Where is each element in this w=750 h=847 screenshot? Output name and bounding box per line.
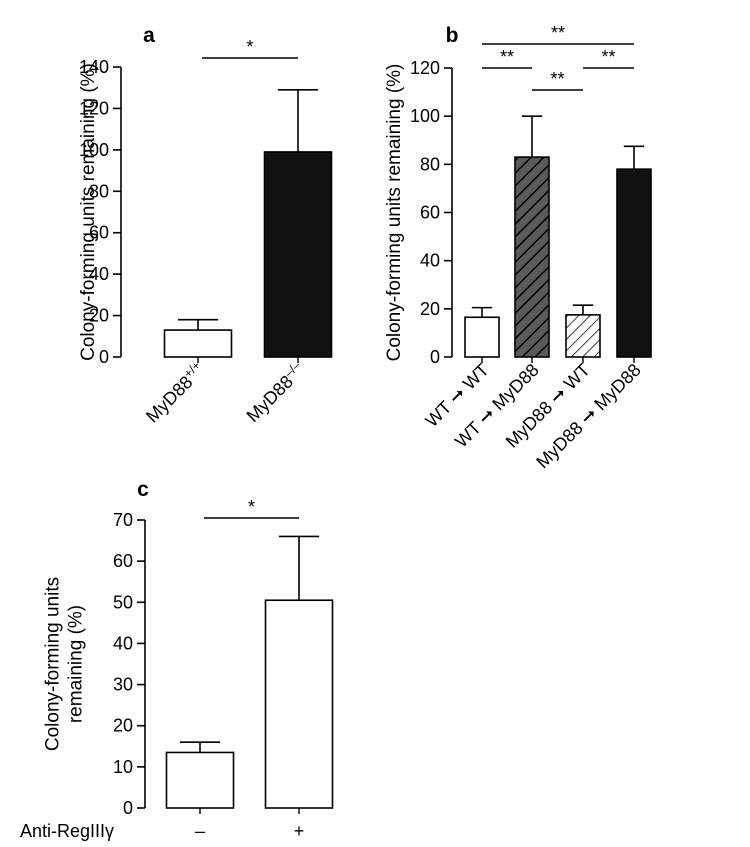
bar (165, 751, 235, 809)
category-label: – (195, 821, 205, 841)
y-tick-label: 40 (113, 633, 133, 653)
significance-label: ** (551, 23, 565, 43)
y-tick-label: 100 (79, 140, 109, 160)
significance-label: ** (601, 47, 615, 67)
y-tick-label: 140 (79, 57, 109, 77)
y-tick-label: 120 (410, 58, 440, 78)
y-tick-label: 60 (113, 551, 133, 571)
panel-label: c (137, 478, 149, 501)
y-tick-label: 20 (113, 716, 133, 736)
y-tick-label: 40 (420, 251, 440, 271)
y-tick-label: 70 (113, 510, 133, 530)
y-tick-label: 0 (99, 347, 109, 367)
significance-label: ** (550, 69, 564, 89)
category-label: MyD88–/– (241, 358, 309, 426)
y-tick-label: 40 (89, 264, 109, 284)
y-axis-title: remaining (%) (66, 605, 87, 723)
y-tick-label: 120 (79, 98, 109, 118)
y-tick-label: 60 (420, 203, 440, 223)
bar (514, 156, 550, 358)
y-axis-title: Colony-forming units remaining (%) (384, 64, 405, 362)
y-tick-label: 30 (113, 675, 133, 695)
y-axis-title: Colony-forming units (43, 577, 64, 751)
bar (264, 599, 334, 809)
y-tick-label: 100 (410, 106, 440, 126)
bar (565, 314, 601, 358)
bar (616, 168, 652, 358)
y-tick-label: 20 (420, 299, 440, 319)
category-label: + (294, 821, 305, 841)
significance-label: * (246, 37, 253, 57)
row-label: Anti-RegIIIγ (20, 821, 114, 841)
significance-label: ** (500, 47, 514, 67)
category-label: MyD88+/+ (141, 358, 209, 426)
bar (263, 151, 333, 358)
y-tick-label: 10 (113, 757, 133, 777)
y-tick-label: 60 (89, 223, 109, 243)
y-axis-title: Colony-forming units remaining (%) (78, 63, 99, 361)
y-tick-label: 0 (123, 798, 133, 818)
y-tick-label: 50 (113, 592, 133, 612)
chart-panel-c: c 0 10 20 30 40 50 60 70 Colony-forming units rema… (20, 478, 334, 841)
panel-label: a (143, 24, 155, 47)
panel-label: b (446, 24, 459, 47)
bar (464, 316, 500, 358)
y-tick-label: 80 (420, 154, 440, 174)
y-tick-label: 0 (430, 347, 440, 367)
significance-label: * (248, 497, 255, 517)
bar (163, 329, 233, 358)
y-tick-label: 80 (89, 181, 109, 201)
y-tick-label: 20 (89, 306, 109, 326)
